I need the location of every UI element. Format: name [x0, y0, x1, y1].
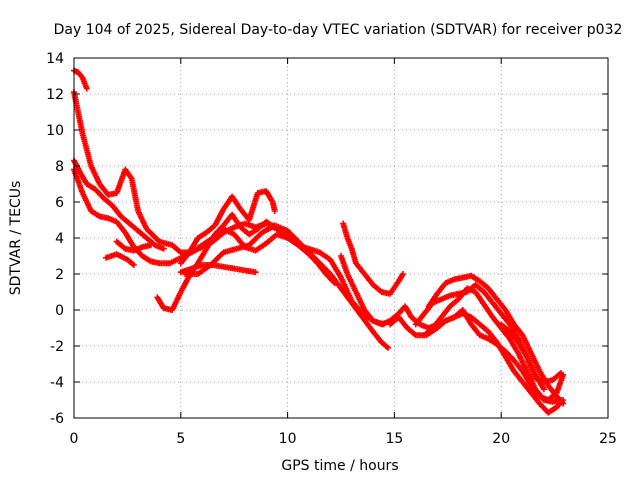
- data-point: [160, 245, 167, 252]
- series-track-13: [387, 285, 565, 405]
- series-track-16: [423, 307, 567, 403]
- series-track-2: [71, 89, 387, 328]
- y-tick-label: -6: [50, 411, 64, 427]
- data-point: [271, 208, 278, 214]
- x-tick-label: 0: [70, 431, 79, 447]
- y-tick-label: 14: [46, 51, 64, 67]
- x-tick-label: 5: [176, 431, 185, 447]
- data-point: [252, 269, 259, 276]
- series-track-10: [182, 222, 391, 351]
- series-track-12: [340, 220, 406, 297]
- x-tick-label: 15: [385, 431, 403, 447]
- y-tick-label: 10: [46, 123, 64, 139]
- data-point: [130, 262, 137, 268]
- y-tick-label: 4: [55, 231, 64, 247]
- data-point: [540, 386, 547, 393]
- series-track-5: [103, 251, 137, 268]
- y-tick-label: -4: [50, 375, 64, 391]
- axis-ticks: 0 5 10 15 20 25 -6 -4 -2 0 2 4 6 8 10 12 14: [46, 51, 617, 447]
- x-tick-label: 10: [279, 431, 297, 447]
- data-points: [71, 67, 567, 416]
- data-point: [558, 370, 565, 376]
- y-tick-label: -2: [50, 339, 64, 355]
- y-tick-label: 0: [55, 303, 64, 319]
- y-tick-label: 6: [55, 195, 64, 211]
- series-track-6: [113, 238, 154, 254]
- data-point: [147, 242, 154, 249]
- data-point: [83, 85, 90, 92]
- data-point: [560, 400, 567, 407]
- x-tick-label: 25: [599, 431, 617, 447]
- series-track-9: [177, 188, 278, 267]
- series-track-17: [498, 321, 565, 385]
- x-tick-label: 20: [492, 431, 510, 447]
- y-tick-label: 8: [55, 159, 64, 175]
- y-tick-label: 12: [46, 87, 64, 103]
- chart-title: Day 104 of 2025, Sidereal Day-to-day VTE…: [54, 22, 623, 38]
- series-track-7: [154, 211, 278, 313]
- y-axis-label: SDTVAR / TECUs: [8, 181, 24, 296]
- data-point: [399, 271, 406, 277]
- data-point: [384, 344, 391, 351]
- series-track-3: [71, 157, 167, 252]
- y-tick-label: 2: [55, 267, 64, 283]
- x-axis-label: GPS time / hours: [281, 458, 398, 474]
